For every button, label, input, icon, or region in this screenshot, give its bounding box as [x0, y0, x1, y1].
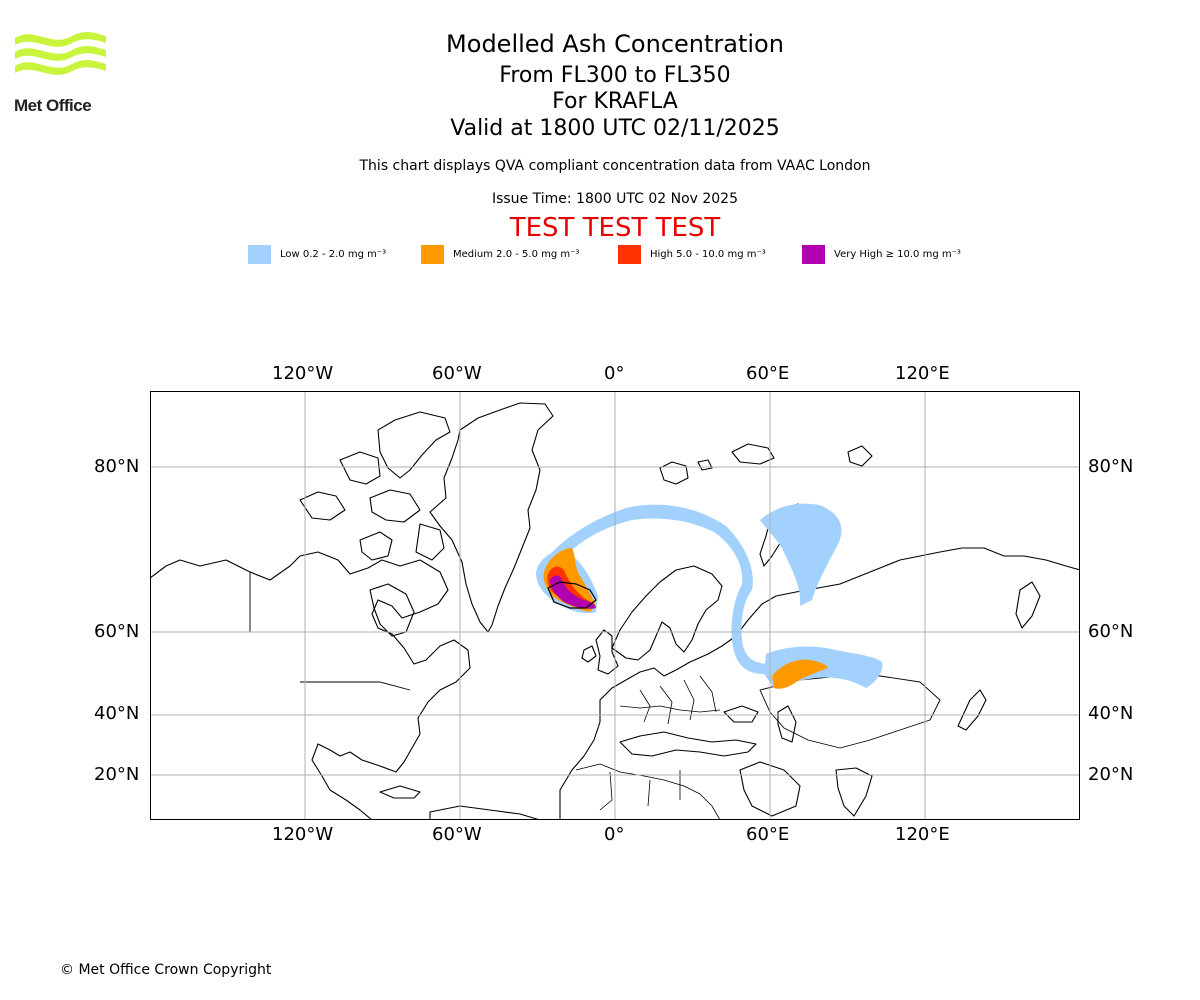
- ash-very-high-iceland: [550, 575, 596, 609]
- volcano-name: For KRAFLA: [552, 89, 678, 114]
- lon-tick-top-120e: 120°E: [895, 363, 950, 384]
- lon-tick-top-120w: 120°W: [272, 363, 334, 384]
- arctic-islands: [377, 411, 451, 479]
- map-body: [150, 391, 1080, 820]
- legend-label-very-high: Very High ≥ 10.0 mg m⁻³: [834, 248, 961, 260]
- lat-tick-left-20n: 20°N: [94, 764, 140, 785]
- legend-swatch-low: [248, 244, 271, 264]
- chart-description: This chart displays QVA compliant concen…: [359, 158, 871, 174]
- lon-tick-bottom-0: 0°: [604, 824, 625, 845]
- legend-item-medium: Medium 2.0 - 5.0 mg m⁻³: [421, 244, 579, 264]
- issue-time: Issue Time: 1800 UTC 02 Nov 2025: [491, 191, 739, 207]
- lon-tick-top-60w: 60°W: [432, 363, 482, 384]
- ash-very-high: [550, 575, 596, 609]
- lon-tick-bottom-120w: 120°W: [272, 824, 334, 845]
- lat-tick-right-80n: 80°N: [1088, 456, 1134, 477]
- lat-tick-left-60n: 60°N: [94, 621, 140, 642]
- lon-tick-bottom-60e: 60°E: [746, 824, 790, 845]
- eurasia-coast: [559, 547, 1080, 820]
- logo-waves-icon: [15, 31, 106, 75]
- ash-medium: [543, 548, 828, 689]
- lat-tick-right-40n: 40°N: [1088, 703, 1134, 724]
- met-office-logo: Met Office: [14, 30, 109, 115]
- lat-tick-right-20n: 20°N: [1088, 764, 1134, 785]
- copyright-notice: © Met Office Crown Copyright: [60, 962, 272, 978]
- ash-medium-iceland: [543, 548, 596, 612]
- map-frame: [150, 391, 1080, 820]
- chart-title: Modelled Ash Concentration: [446, 30, 784, 58]
- legend-swatch-high: [618, 244, 641, 264]
- greenland-coast: [429, 402, 554, 633]
- ash-low-arc: [540, 504, 770, 674]
- lon-tick-bottom-60w: 60°W: [432, 824, 482, 845]
- legend-item-very-high: Very High ≥ 10.0 mg m⁻³: [802, 244, 961, 264]
- hudson-bay: [369, 583, 415, 637]
- graticule: [150, 391, 1080, 820]
- legend-item-low: Low 0.2 - 2.0 mg m⁻³: [248, 244, 386, 264]
- scandinavia-coast: [611, 565, 723, 661]
- north-america-coast: [150, 551, 471, 820]
- ash-medium-asia: [772, 659, 828, 689]
- legend-swatch-medium: [421, 244, 444, 264]
- lon-tick-bottom-120e: 120°E: [895, 824, 950, 845]
- legend-label-medium: Medium 2.0 - 5.0 mg m⁻³: [453, 248, 580, 260]
- lat-tick-left-40n: 40°N: [94, 703, 140, 724]
- mediterranean: [619, 731, 757, 757]
- legend-label-high: High 5.0 - 10.0 mg m⁻³: [650, 248, 766, 260]
- legend-swatch-very-high: [802, 244, 825, 264]
- lat-tick-right-60n: 60°N: [1088, 621, 1134, 642]
- lat-tick-left-80n: 80°N: [94, 456, 140, 477]
- valid-time: Valid at 1800 UTC 02/11/2025: [450, 116, 780, 141]
- flight-levels: From FL300 to FL350: [499, 63, 731, 88]
- logo-text: Met Office: [14, 96, 92, 115]
- legend-label-low: Low 0.2 - 2.0 mg m⁻³: [280, 248, 387, 260]
- legend-item-high: High 5.0 - 10.0 mg m⁻³: [618, 244, 766, 264]
- test-banner: TEST TEST TEST: [509, 213, 721, 243]
- lon-tick-top-0: 0°: [604, 363, 625, 384]
- lon-tick-top-60e: 60°E: [746, 363, 790, 384]
- ash-low-siberia: [760, 503, 842, 606]
